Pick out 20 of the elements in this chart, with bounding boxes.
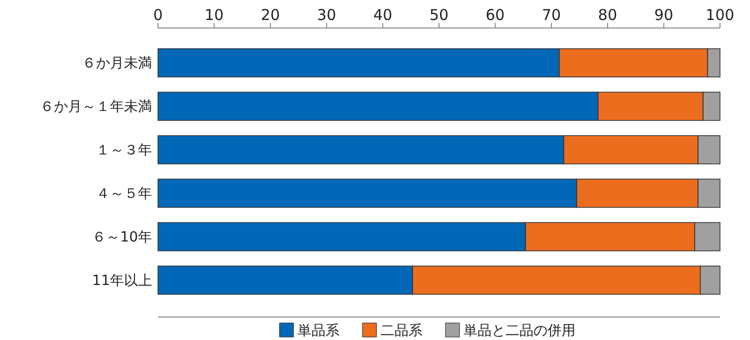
x-tick-label: 0 bbox=[153, 6, 163, 24]
legend-label: 単品と二品の併用 bbox=[464, 322, 576, 339]
x-tick-label: 100 bbox=[706, 6, 734, 24]
x-tick-label: 50 bbox=[429, 6, 449, 24]
legend-label: 二品系 bbox=[380, 322, 422, 339]
legend-label: 単品系 bbox=[298, 322, 340, 339]
x-tick-label: 90 bbox=[654, 6, 674, 24]
x-tick-label: 30 bbox=[317, 6, 336, 24]
y-tick-label: ６か月～１年未満 bbox=[40, 99, 152, 116]
x-tick-label: 80 bbox=[598, 6, 618, 24]
x-tick-label: 70 bbox=[542, 6, 561, 24]
y-tick-label: ４～５年 bbox=[96, 186, 152, 202]
y-tick-label: 11年以上 bbox=[92, 273, 152, 290]
y-tick-label: ６～10年 bbox=[92, 230, 152, 246]
x-tick-label: 40 bbox=[373, 6, 392, 24]
x-tick-label: 60 bbox=[486, 6, 505, 24]
y-tick-label: ６か月未満 bbox=[82, 56, 152, 72]
x-tick-label: 20 bbox=[260, 6, 280, 24]
x-tick-label: 10 bbox=[204, 6, 224, 24]
y-tick-label: １～３年 bbox=[96, 142, 152, 159]
